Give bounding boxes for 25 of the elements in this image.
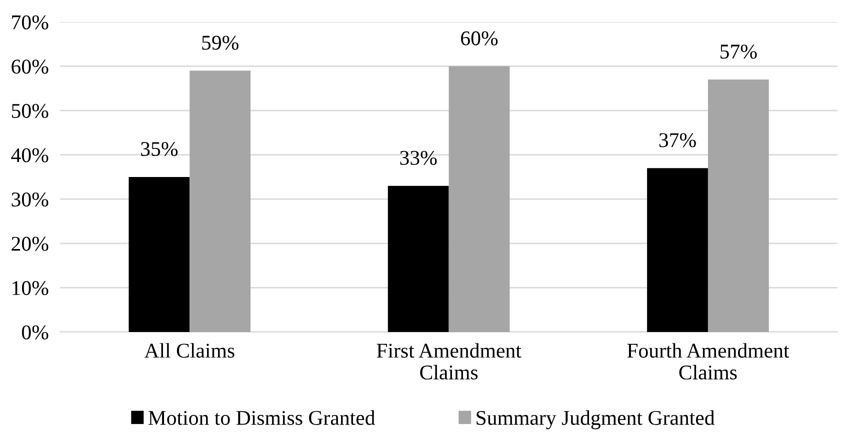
y-tick-label: 20%: [12, 236, 48, 251]
data-label: 35%: [141, 142, 178, 156]
legend-label: Motion to Dismiss Granted: [148, 410, 376, 425]
y-tick-label: 10%: [12, 281, 48, 296]
data-label: 60%: [461, 31, 498, 46]
x-tick-label: First Amendment Claims: [376, 343, 522, 380]
legend-label: Summary Judgment Granted: [476, 410, 715, 430]
y-tick-label: 40%: [11, 148, 48, 162]
x-tick-label: All Claims: [144, 343, 234, 358]
data-label: 37%: [659, 133, 696, 148]
y-tick-label: 60%: [12, 60, 48, 74]
x-tick-label: Fourth Amendment Claims: [627, 343, 790, 380]
bar: [647, 168, 708, 332]
bar: [448, 66, 510, 332]
y-tick-label: 30%: [12, 192, 48, 207]
data-label: 59%: [202, 36, 238, 50]
y-tick-label: 50%: [12, 104, 48, 118]
bar: [128, 176, 190, 332]
data-label: 33%: [400, 150, 437, 165]
bar: [708, 80, 769, 332]
data-label: 57%: [720, 44, 757, 59]
bar: [388, 186, 449, 332]
y-tick-label: 70%: [12, 15, 48, 30]
bar: [190, 70, 251, 332]
y-tick-label: 0%: [22, 325, 48, 340]
